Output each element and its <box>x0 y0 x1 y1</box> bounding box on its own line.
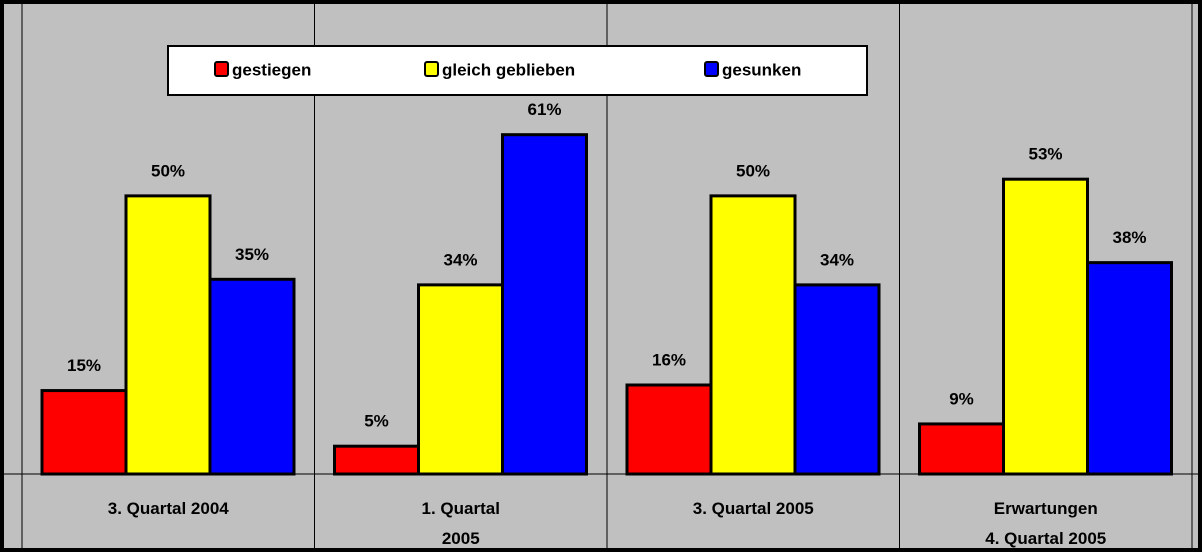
bar <box>709 194 797 476</box>
value-label: 34% <box>820 250 854 269</box>
value-label: 16% <box>652 350 686 369</box>
legend-swatch <box>704 61 719 77</box>
legend-swatch <box>214 61 229 77</box>
x-tick-label: 3. Quartal 2005 <box>692 499 814 518</box>
value-label: 9% <box>949 389 974 408</box>
bar <box>625 383 713 476</box>
bar <box>793 283 881 476</box>
bar <box>417 283 504 476</box>
bar <box>333 444 420 476</box>
bar <box>918 422 1005 476</box>
legend-box <box>167 45 868 96</box>
value-label: 38% <box>1112 228 1146 247</box>
legend-label: gleich geblieben <box>442 60 575 79</box>
legend-swatch <box>424 61 439 77</box>
value-label: 34% <box>443 250 477 269</box>
legend-label: gesunken <box>722 60 801 79</box>
value-label: 35% <box>235 245 269 264</box>
value-label: 61% <box>527 100 561 119</box>
legend-label: gestiegen <box>232 60 311 79</box>
bar <box>1086 261 1173 476</box>
x-tick-label: Erwartungen 4. Quartal 2005 <box>985 499 1107 548</box>
bar <box>501 133 588 476</box>
value-label: 15% <box>67 356 101 375</box>
x-tick-label: 1. Quartal 2005 <box>421 499 500 548</box>
value-label: 50% <box>151 161 185 180</box>
value-label: 5% <box>364 412 389 431</box>
x-tick-label: 3. Quartal 2004 <box>107 499 229 518</box>
bar <box>40 389 128 476</box>
value-label: 50% <box>736 161 770 180</box>
bar <box>208 277 296 476</box>
value-label: 53% <box>1028 145 1062 164</box>
bar <box>1002 177 1089 476</box>
bar <box>124 194 212 476</box>
